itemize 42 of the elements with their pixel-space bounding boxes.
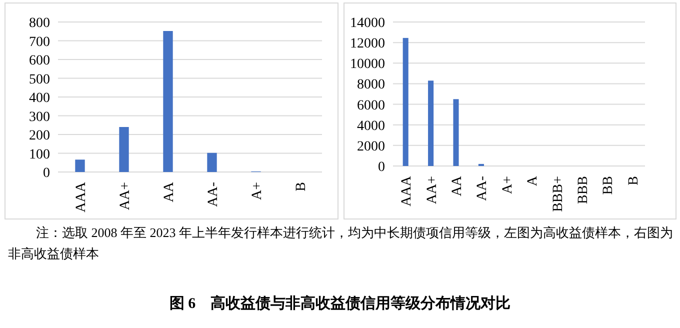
y-tick-label: 8000 (357, 78, 385, 93)
x-tick-label: BBB (576, 176, 591, 204)
bar (207, 152, 217, 172)
y-tick-label: 600 (29, 54, 50, 68)
bar (119, 127, 129, 172)
y-tick-label: 100 (29, 147, 50, 162)
y-tick-label: 0 (378, 160, 385, 175)
x-tick-label: B (294, 182, 309, 192)
y-tick-label: 200 (29, 128, 50, 144)
x-tick-label: AAA (400, 175, 415, 206)
y-tick-label: 800 (29, 16, 50, 31)
y-tick-label: 400 (29, 91, 50, 106)
y-tick-label: 300 (29, 110, 50, 125)
y-tick-label: 12000 (350, 36, 385, 52)
bar (163, 31, 173, 172)
bar (402, 38, 408, 166)
x-tick-label: A (526, 175, 541, 186)
x-tick-label: AA- (206, 182, 221, 207)
x-tick-label: AAA (74, 181, 89, 212)
x-tick-label: A+ (250, 182, 265, 200)
y-tick-label: 4000 (357, 118, 385, 134)
y-tick-label: 14000 (350, 16, 385, 31)
y-tick-label: 6000 (357, 98, 385, 114)
x-tick-label: AA- (475, 176, 490, 201)
x-tick-label: BB (601, 176, 616, 195)
x-tick-label: AA (450, 175, 465, 196)
x-tick-label: BBB+ (550, 176, 566, 212)
y-tick-label: 2000 (357, 139, 385, 154)
bar (453, 99, 459, 166)
y-tick-label: 500 (29, 72, 50, 88)
x-tick-label: A+ (500, 176, 516, 194)
x-tick-label: AA+ (118, 182, 133, 210)
bar (75, 160, 85, 172)
y-tick-label: 0 (43, 166, 50, 181)
x-tick-label: AA+ (424, 176, 440, 204)
y-tick-label: 10000 (350, 57, 385, 72)
y-tick-label: 700 (29, 34, 50, 50)
x-tick-label: AA (162, 181, 177, 202)
caption: 图 6 高收益债与非高收益债信用等级分布情况对比 (168, 294, 512, 313)
bar (428, 80, 434, 166)
x-tick-label: B (626, 176, 642, 186)
text: 注：选取 2008 年至 2023 年上半年发行样本进行统计，均为中长期债项信用等级，左图为高收益债样本，右图为非高收益债样本 (8, 224, 674, 263)
